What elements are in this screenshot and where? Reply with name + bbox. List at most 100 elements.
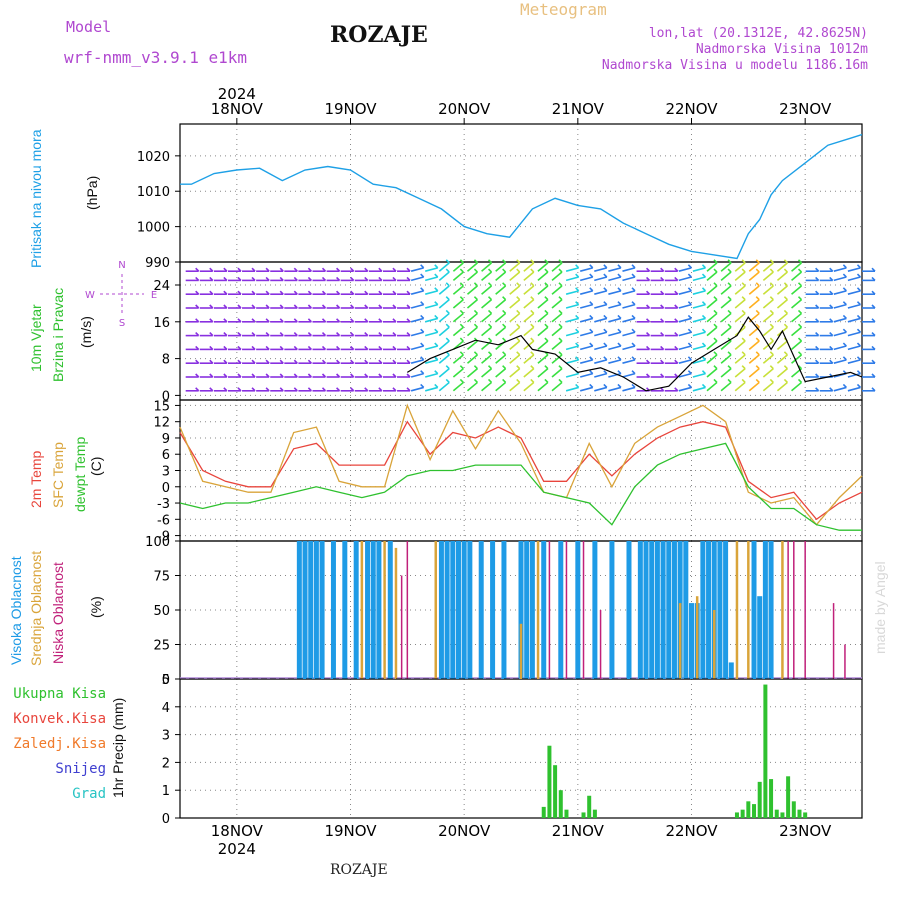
wind-barb [565, 276, 579, 282]
wind-barb-head [350, 318, 355, 323]
wind-barb-head [631, 287, 636, 292]
wind-barb-head [544, 268, 549, 273]
compass-east: E [151, 290, 157, 301]
wind-barb-head [434, 383, 439, 389]
wind-barb-head [701, 314, 707, 320]
wind-barb-head [336, 304, 341, 309]
wind-barb-head [842, 328, 847, 333]
wind-barb-head [279, 276, 284, 281]
wind-barb [481, 381, 493, 392]
wind-barb [594, 267, 608, 272]
wind-barb-head [544, 337, 549, 342]
wind-barb [523, 285, 535, 295]
wind-barb-head [350, 276, 355, 281]
coords-text: lon,lat (20.1312E, 42.8625N) [648, 26, 868, 41]
wind-barb-head [829, 267, 834, 272]
wind-barb-head [265, 276, 270, 281]
wind-barb [452, 326, 464, 337]
mid-cloud-bar [360, 541, 364, 679]
wind-barb-head [741, 337, 746, 342]
wind-barb-head [473, 365, 479, 370]
wind-barb-head [769, 309, 774, 315]
high-cloud-bar [478, 541, 484, 679]
precip-legend-grad: Grad [72, 786, 106, 802]
wind-barb-head [687, 328, 692, 333]
wind-barb [833, 331, 847, 337]
wind-barb-head [871, 276, 876, 281]
wind-barb-head [223, 318, 228, 323]
wind-barb-head [544, 378, 549, 384]
wind-barb [509, 271, 521, 282]
wind-barb-head [487, 351, 493, 356]
wind-barb-head [336, 359, 341, 364]
wind-barb-head [617, 370, 622, 375]
wind-barb-head [223, 373, 228, 378]
wind-barb-head [516, 282, 521, 287]
wind-barb-head [856, 328, 862, 333]
wind-barb [579, 267, 593, 272]
wind-barb-head [473, 259, 479, 264]
precip-bar [757, 781, 762, 818]
precip-legend-total: Ukupna Kisa [13, 686, 106, 702]
wind-barb-head [406, 267, 411, 272]
wind-barb-head [434, 287, 439, 292]
wind-barb-head [195, 318, 200, 323]
wind-barb [706, 285, 718, 295]
wind-barb-head [364, 332, 369, 337]
wind-barb [706, 326, 718, 337]
wind-barb-head [237, 332, 242, 337]
wind-barb-head [687, 273, 692, 278]
wind-barb [594, 331, 608, 337]
wind-barb [438, 312, 450, 323]
wind-barb-head [797, 282, 803, 287]
wind-barb-head [237, 290, 242, 295]
wind-barb [579, 331, 593, 337]
wind-barb [608, 331, 622, 337]
wind-barb-head [445, 365, 450, 370]
wind-barb-head [516, 309, 521, 315]
wind-speed-line [406, 316, 863, 392]
wind-barb-head [741, 365, 746, 370]
wind-barb-head [195, 304, 200, 309]
wind-barb-head [293, 387, 298, 392]
wind-barb-head [575, 287, 580, 292]
wind-barb-head [660, 304, 665, 309]
wind-barb-head [434, 342, 439, 347]
wind-barb-head [631, 328, 636, 333]
wind-barb [706, 354, 718, 364]
wind-barb-head [674, 332, 679, 337]
high-cloud-bar [541, 541, 547, 679]
wind-barb-head [558, 365, 563, 370]
wind-barb [720, 271, 732, 282]
wind-barb-head [445, 378, 450, 384]
high-cloud-bar [438, 541, 444, 679]
wind-barb-head [687, 356, 692, 361]
wind-barb-head [783, 268, 788, 273]
wind-barb-head [265, 304, 270, 309]
wind-barb-head [660, 359, 665, 364]
wind-barb-head [350, 359, 355, 364]
wind-barb [720, 262, 732, 272]
wind-barb-head [829, 332, 834, 337]
wind-barb-head [558, 268, 563, 273]
wind-barb-head [660, 267, 665, 272]
wind-barb-head [558, 309, 563, 315]
high-cloud-bar [461, 541, 467, 679]
wind-barb [551, 312, 563, 323]
wind-barb [466, 368, 478, 378]
wind-barb [847, 386, 861, 392]
wind-barb [523, 262, 535, 272]
wind-barb-head [727, 351, 732, 356]
wind-barb-head [321, 373, 327, 378]
high-cloud-bar [643, 541, 649, 679]
wind-barb [791, 271, 803, 282]
bottom-date-label: 22NOV [665, 822, 718, 840]
wind-barb-head [350, 290, 355, 295]
precip-legend-snow: Snijeg [55, 761, 106, 777]
wind-barb [537, 381, 549, 392]
high-cloud-bar [450, 541, 456, 679]
wind-barb-head [871, 267, 876, 272]
high-cloud-bar [757, 596, 763, 679]
wind-barb-head [769, 282, 774, 287]
wind-barb [565, 331, 579, 337]
